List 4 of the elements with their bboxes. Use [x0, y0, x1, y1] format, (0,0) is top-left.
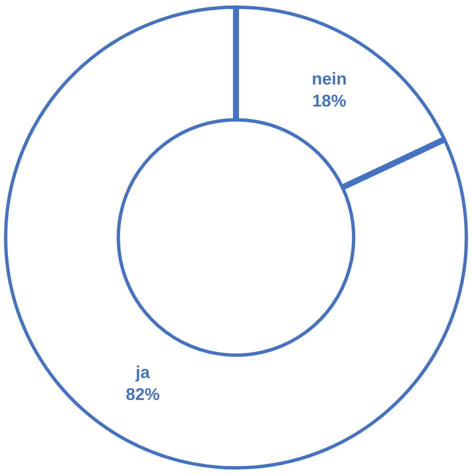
data-label: 82% — [126, 385, 160, 404]
slice-label: ja — [134, 363, 150, 382]
data-label: 18% — [312, 91, 346, 110]
slice-label: nein — [312, 69, 347, 88]
